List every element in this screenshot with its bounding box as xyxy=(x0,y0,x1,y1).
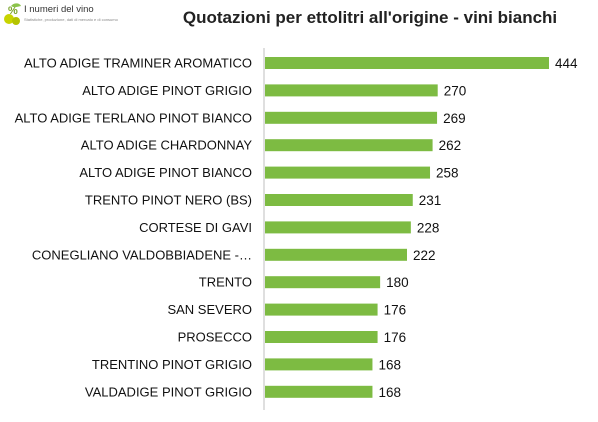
bar xyxy=(265,358,373,371)
category-label: ALTO ADIGE PINOT GRIGIO xyxy=(82,83,252,98)
bar xyxy=(265,84,438,97)
category-label: CONEGLIANO VALDOBBIADENE -… xyxy=(32,247,252,262)
bar xyxy=(265,331,378,343)
category-label: TRENTO PINOT NERO (BS) xyxy=(85,193,252,208)
data-label: 168 xyxy=(378,385,401,400)
bar xyxy=(265,57,549,69)
category-label: CORTESE DI GAVI xyxy=(139,220,252,235)
data-label: 444 xyxy=(555,56,578,71)
category-label: TRENTINO PINOT GRIGIO xyxy=(92,357,252,372)
data-label: 222 xyxy=(413,248,436,263)
category-label: ALTO ADIGE CHARDONNAY xyxy=(81,138,253,153)
chart-title: Quotazioni per ettolitri all'origine - v… xyxy=(182,8,558,27)
category-label: ALTO ADIGE TERLANO PINOT BIANCO xyxy=(15,110,252,125)
bar xyxy=(265,166,431,179)
bar xyxy=(265,139,433,152)
bar xyxy=(265,276,381,289)
bar xyxy=(265,221,411,234)
data-label: 228 xyxy=(417,220,440,235)
data-label: 176 xyxy=(384,303,407,318)
data-label: 168 xyxy=(378,357,401,372)
category-label: VALDADIGE PINOT GRIGIO xyxy=(85,384,252,399)
data-label: 231 xyxy=(419,193,442,208)
bar xyxy=(265,111,438,124)
data-label: 269 xyxy=(443,111,466,126)
bar xyxy=(265,194,413,206)
category-label: ALTO ADIGE PINOT BIANCO xyxy=(79,165,252,180)
category-label: PROSECCO xyxy=(178,330,252,345)
bar xyxy=(265,385,373,398)
svg-text:%: % xyxy=(8,5,18,17)
bar xyxy=(265,248,407,261)
data-label: 180 xyxy=(386,275,409,290)
data-label: 258 xyxy=(436,166,459,181)
logo-grape-icon: % xyxy=(4,3,21,25)
bar xyxy=(265,303,378,316)
category-label: SAN SEVERO xyxy=(167,302,252,317)
category-label: ALTO ADIGE TRAMINER AROMATICO xyxy=(24,56,252,71)
data-label: 176 xyxy=(384,330,407,345)
category-label: TRENTO xyxy=(199,275,252,290)
data-label: 262 xyxy=(439,138,462,153)
logo: % I numeri del vino Statistiche, produzi… xyxy=(2,2,122,28)
data-label: 270 xyxy=(444,83,467,98)
logo-title: I numeri del vino xyxy=(24,4,94,15)
logo-subtitle: Statistiche, produzione, dati di mercato… xyxy=(24,17,118,22)
